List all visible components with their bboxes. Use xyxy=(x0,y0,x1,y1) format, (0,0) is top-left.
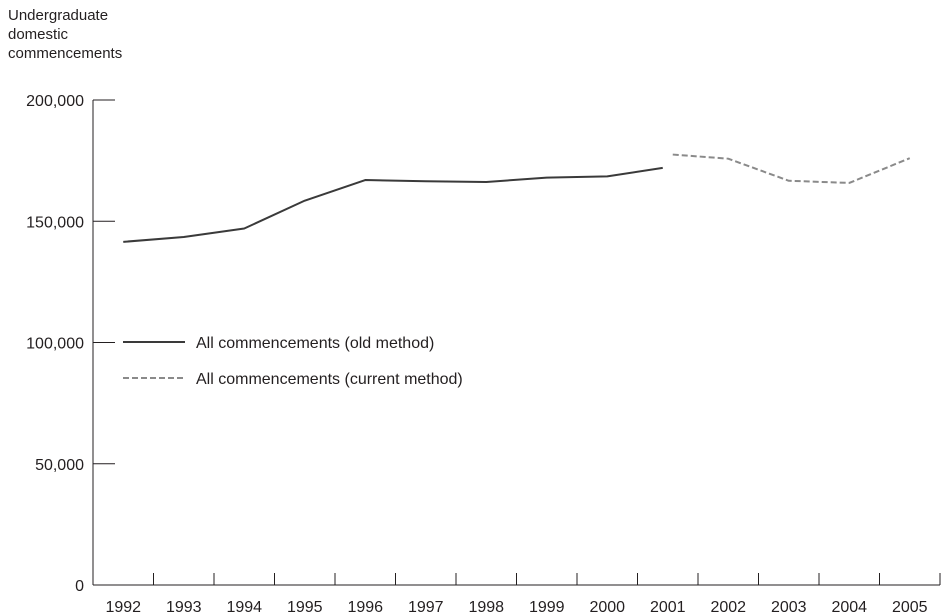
x-tick-label-2000: 2000 xyxy=(589,599,625,616)
x-tick-label-2002: 2002 xyxy=(710,599,746,616)
series-line-old-method xyxy=(123,166,663,243)
x-tick-label-1995: 1995 xyxy=(287,599,323,616)
x-tick-label-1993: 1993 xyxy=(166,599,202,616)
y-axis-label-line-3: commencements xyxy=(8,45,123,62)
x-tick-label-1992: 1992 xyxy=(105,599,141,616)
x-tick-label-1997: 1997 xyxy=(408,599,444,616)
y-axis-label-line-2: domestic xyxy=(8,26,69,43)
y-tick-label-4: 200,000 xyxy=(26,93,84,110)
y-axis-label-line-1: Undergraduate xyxy=(8,7,109,24)
x-tick-label-1999: 1999 xyxy=(529,599,565,616)
x-tick-label-2004: 2004 xyxy=(831,599,867,616)
x-tick-label-2005: 2005 xyxy=(892,599,928,616)
y-tick-label-1: 50,000 xyxy=(35,457,84,474)
y-tick-label-3: 150,000 xyxy=(26,214,84,231)
x-tick-label-1994: 1994 xyxy=(226,599,262,616)
series-line-current-method xyxy=(672,153,911,184)
x-tick-label-2003: 2003 xyxy=(771,599,807,616)
x-tick-label-2001: 2001 xyxy=(650,599,686,616)
x-tick-label-1996: 1996 xyxy=(347,599,383,616)
legend-label-1: All commencements (current method) xyxy=(196,371,463,388)
y-tick-label-0: 0 xyxy=(75,578,84,595)
x-tick-label-1998: 1998 xyxy=(468,599,504,616)
y-axis-label: Undergraduate domestic commencements xyxy=(8,6,122,63)
y-tick-label-2: 100,000 xyxy=(26,336,84,353)
legend-label-0: All commencements (old method) xyxy=(196,335,434,352)
